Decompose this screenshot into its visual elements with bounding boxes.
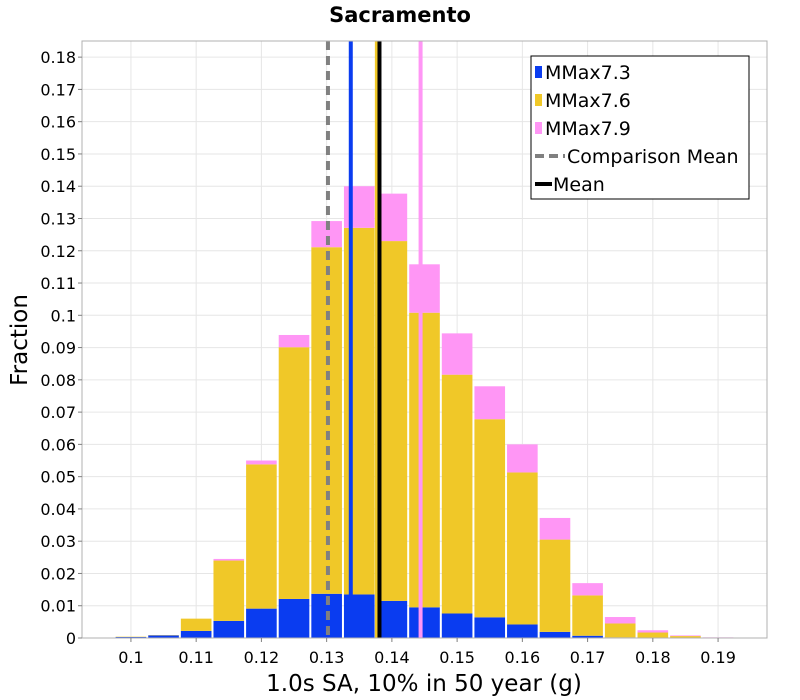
x-tick-label-3: 0.13	[309, 648, 345, 667]
y-tick-label-11: 0.11	[40, 274, 76, 293]
bar-MMax7.3-4	[246, 609, 277, 638]
bar-MMax7.9-14	[572, 583, 603, 595]
bar-MMax7.6-7	[344, 228, 375, 595]
bar-MMax7.3-7	[344, 594, 375, 638]
x-tick-label-4: 0.14	[374, 648, 410, 667]
y-tick-label-6: 0.06	[40, 435, 76, 454]
bar-MMax7.6-11	[474, 419, 505, 617]
bar-MMax7.3-10	[442, 613, 473, 638]
bar-MMax7.6-4	[246, 464, 277, 608]
legend-label-comparison-mean: Comparison Mean	[567, 146, 739, 168]
bar-MMax7.6-16	[638, 633, 669, 638]
bar-MMax7.9-10	[442, 333, 473, 374]
bar-MMax7.9-4	[246, 461, 277, 465]
bar-MMax7.3-3	[213, 621, 244, 638]
y-tick-label-0: 0	[66, 629, 76, 648]
y-axis-label: Fraction	[7, 294, 33, 386]
bar-MMax7.9-12	[507, 444, 538, 472]
y-tick-label-7: 0.07	[40, 403, 76, 422]
y-tick-label-12: 0.12	[40, 242, 76, 261]
histogram-chart: Sacramento 0.1 0.11 0.12 0.13 0.14 0.15 0.16 0.…	[0, 0, 800, 700]
y-tick-label-18: 0.18	[40, 48, 76, 67]
bar-MMax7.3-11	[474, 617, 505, 638]
y-tick-label-13: 0.13	[40, 209, 76, 228]
bar-MMax7.3-5	[279, 599, 310, 638]
legend-swatch-mmax7-6	[535, 94, 542, 106]
bar-MMax7.6-12	[507, 472, 538, 624]
legend-swatch-mmax7-9	[535, 122, 542, 134]
y-axis-ticks: 0 0.01 0.02 0.03 0.04 0.05 0.06 0.07 0.08 0.09 0.1…	[40, 48, 82, 648]
y-tick-label-9: 0.09	[40, 339, 76, 358]
bar-MMax7.3-2	[181, 631, 212, 638]
bar-MMax7.9-5	[279, 335, 310, 347]
bar-MMax7.3-12	[507, 624, 538, 638]
bar-MMax7.9-15	[605, 617, 636, 623]
y-tick-label-5: 0.05	[40, 468, 76, 487]
legend-label-mean: Mean	[553, 174, 605, 196]
y-tick-label-4: 0.04	[40, 500, 76, 519]
legend: MMax7.3 MMax7.6 MMax7.9 Comparison Mean Mean	[531, 56, 749, 199]
y-tick-label-10: 0.1	[51, 306, 76, 325]
bar-MMax7.3-13	[540, 632, 571, 638]
y-tick-label-8: 0.08	[40, 371, 76, 390]
legend-label-mmax7-9: MMax7.9	[545, 118, 631, 140]
y-tick-label-14: 0.14	[40, 177, 76, 196]
x-tick-label-5: 0.15	[439, 648, 475, 667]
bar-MMax7.9-16	[638, 630, 669, 632]
y-tick-label-2: 0.02	[40, 564, 76, 583]
y-tick-label-3: 0.03	[40, 532, 76, 551]
bar-MMax7.6-2	[181, 619, 212, 631]
x-axis-label: 1.0s SA, 10% in 50 year (g)	[266, 671, 582, 697]
bar-MMax7.6-13	[540, 540, 571, 632]
bar-MMax7.6-3	[213, 561, 244, 621]
x-tick-label-2: 0.12	[244, 648, 280, 667]
x-tick-label-0: 0.1	[118, 648, 143, 667]
y-tick-label-16: 0.16	[40, 113, 76, 132]
x-tick-label-9: 0.19	[700, 648, 736, 667]
bar-MMax7.3-9	[409, 607, 440, 638]
bar-MMax7.6-14	[572, 595, 603, 635]
y-tick-label-15: 0.15	[40, 145, 76, 164]
bar-MMax7.9-9	[409, 264, 440, 312]
y-tick-label-1: 0.01	[40, 597, 76, 616]
bar-MMax7.6-9	[409, 313, 440, 608]
legend-label-mmax7-3: MMax7.3	[545, 62, 631, 84]
bar-MMax7.6-15	[605, 623, 636, 637]
chart-title: Sacramento	[329, 3, 471, 27]
bar-MMax7.9-3	[213, 559, 244, 561]
bar-MMax7.9-13	[540, 518, 571, 540]
x-axis-ticks: 0.1 0.11 0.12 0.13 0.14 0.15 0.16 0.17 0.18 0.19	[118, 638, 736, 667]
legend-swatch-mmax7-3	[535, 66, 542, 78]
x-tick-label-7: 0.17	[570, 648, 606, 667]
x-tick-label-1: 0.11	[178, 648, 214, 667]
x-tick-label-8: 0.18	[635, 648, 671, 667]
bar-MMax7.9-7	[344, 186, 375, 228]
legend-label-mmax7-6: MMax7.6	[545, 90, 631, 112]
bar-MMax7.6-10	[442, 375, 473, 614]
bar-MMax7.6-5	[279, 347, 310, 599]
bar-MMax7.9-11	[474, 386, 505, 419]
y-tick-label-17: 0.17	[40, 80, 76, 99]
x-tick-label-6: 0.16	[505, 648, 541, 667]
bar-MMax7.9-17	[670, 635, 701, 636]
